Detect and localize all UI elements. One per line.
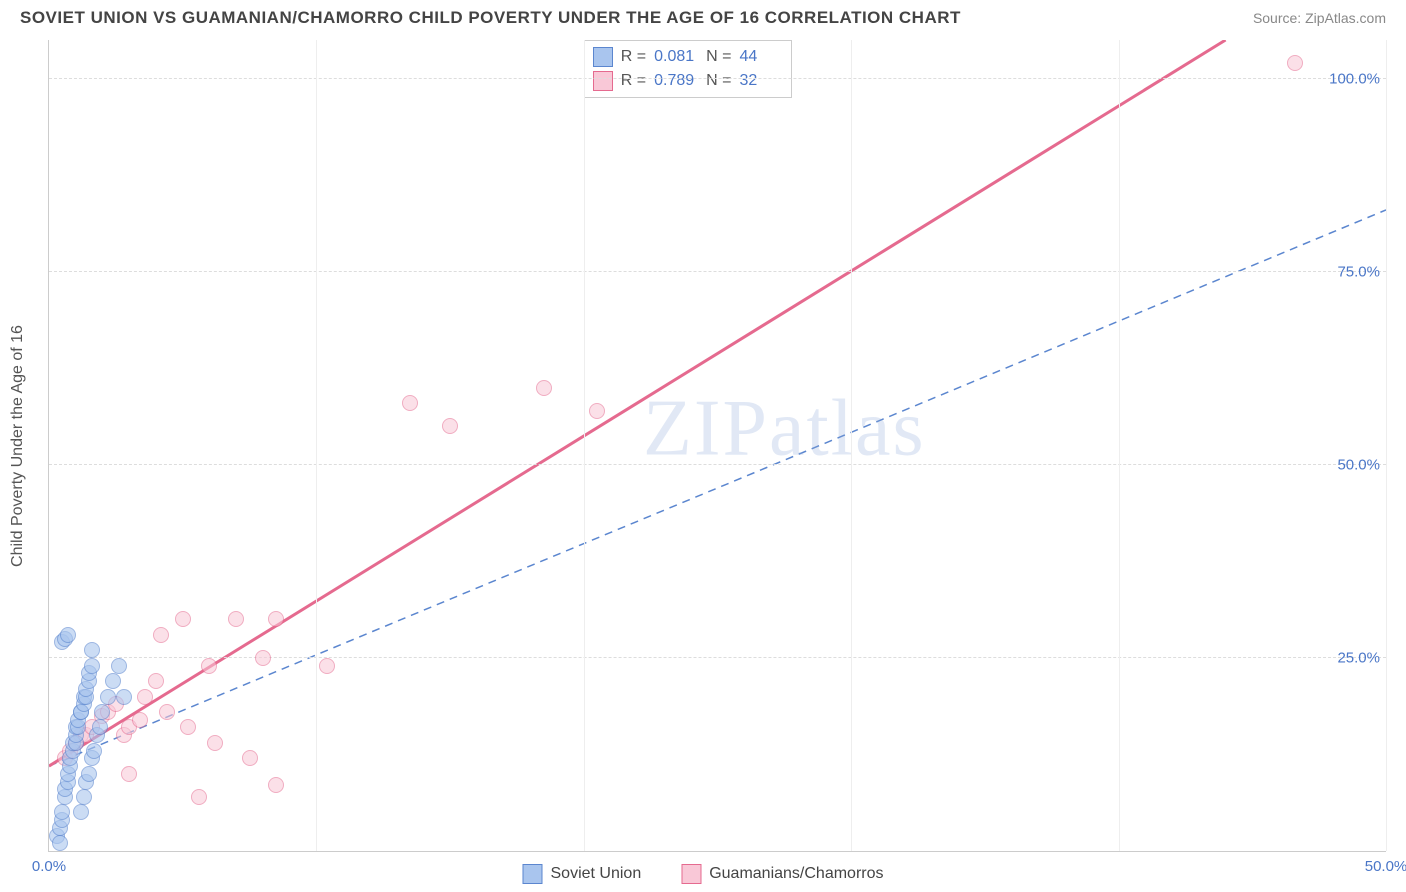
scatter-point xyxy=(207,735,223,751)
watermark: ZIPatlas xyxy=(643,384,926,475)
gridline-h xyxy=(49,271,1386,272)
scatter-point xyxy=(242,750,258,766)
legend-item-soviet: Soviet Union xyxy=(522,864,641,884)
r-value: 0.789 xyxy=(654,72,698,90)
x-tick-label: 0.0% xyxy=(32,858,66,875)
scatter-point xyxy=(180,719,196,735)
scatter-point xyxy=(81,766,97,782)
gridline-h xyxy=(49,464,1386,465)
source-name: ZipAtlas.com xyxy=(1305,10,1386,26)
scatter-point xyxy=(1287,55,1303,71)
scatter-point xyxy=(536,380,552,396)
scatter-point xyxy=(153,627,169,643)
x-tick-label: 50.0% xyxy=(1365,858,1406,875)
r-value: 0.081 xyxy=(654,48,698,66)
scatter-point xyxy=(105,673,121,689)
scatter-point xyxy=(73,804,89,820)
source-citation: Source: ZipAtlas.com xyxy=(1253,10,1386,26)
scatter-point xyxy=(402,395,418,411)
y-tick-label: 25.0% xyxy=(1337,649,1380,666)
n-value: 44 xyxy=(739,48,783,66)
scatter-point xyxy=(121,766,137,782)
scatter-point xyxy=(54,804,70,820)
scatter-point xyxy=(86,743,102,759)
plot-wrap: ZIPatlas R = 0.081 N = 44 R = 0.789 N = … xyxy=(48,40,1386,852)
scatter-point xyxy=(111,658,127,674)
swatch-icon xyxy=(593,47,613,67)
title-bar: SOVIET UNION VS GUAMANIAN/CHAMORRO CHILD… xyxy=(0,0,1406,34)
scatter-point xyxy=(255,650,271,666)
n-value: 32 xyxy=(739,72,783,90)
corr-row-soviet: R = 0.081 N = 44 xyxy=(593,45,784,69)
scatter-point xyxy=(175,611,191,627)
scatter-point xyxy=(589,403,605,419)
gridline-v xyxy=(851,40,852,851)
scatter-point xyxy=(94,704,110,720)
scatter-point xyxy=(268,777,284,793)
legend-item-guam: Guamanians/Chamorros xyxy=(681,864,883,884)
source-label: Source: xyxy=(1253,10,1305,26)
gridline-v xyxy=(1386,40,1387,851)
scatter-point xyxy=(228,611,244,627)
gridline-v xyxy=(316,40,317,851)
scatter-point xyxy=(442,418,458,434)
gridline-v xyxy=(1119,40,1120,851)
y-tick-label: 50.0% xyxy=(1337,456,1380,473)
scatter-point xyxy=(92,719,108,735)
scatter-plot: ZIPatlas R = 0.081 N = 44 R = 0.789 N = … xyxy=(48,40,1386,852)
scatter-point xyxy=(60,627,76,643)
trendline xyxy=(49,210,1386,766)
scatter-point xyxy=(84,642,100,658)
chart-title: SOVIET UNION VS GUAMANIAN/CHAMORRO CHILD… xyxy=(20,8,961,28)
legend-label: Soviet Union xyxy=(550,865,641,883)
scatter-point xyxy=(76,789,92,805)
y-axis-label: Child Poverty Under the Age of 16 xyxy=(9,325,27,567)
watermark-zip: ZIP xyxy=(643,385,769,473)
legend-label: Guamanians/Chamorros xyxy=(709,865,883,883)
scatter-point xyxy=(201,658,217,674)
gridline-h xyxy=(49,78,1386,79)
trend-lines-svg xyxy=(49,40,1386,851)
scatter-point xyxy=(52,835,68,851)
r-label: R = xyxy=(621,72,646,90)
watermark-atlas: atlas xyxy=(769,385,926,473)
y-tick-label: 75.0% xyxy=(1337,263,1380,280)
gridline-v xyxy=(584,40,585,851)
n-label: N = xyxy=(706,48,731,66)
scatter-point xyxy=(319,658,335,674)
scatter-point xyxy=(116,689,132,705)
n-label: N = xyxy=(706,72,731,90)
scatter-point xyxy=(84,658,100,674)
scatter-point xyxy=(148,673,164,689)
swatch-icon xyxy=(681,864,701,884)
swatch-icon xyxy=(593,71,613,91)
gridline-h xyxy=(49,657,1386,658)
scatter-point xyxy=(268,611,284,627)
corr-row-guam: R = 0.789 N = 32 xyxy=(593,69,784,93)
scatter-point xyxy=(100,689,116,705)
series-legend: Soviet Union Guamanians/Chamorros xyxy=(522,864,883,884)
correlation-legend: R = 0.081 N = 44 R = 0.789 N = 32 xyxy=(584,40,793,98)
swatch-icon xyxy=(522,864,542,884)
r-label: R = xyxy=(621,48,646,66)
scatter-point xyxy=(132,712,148,728)
scatter-point xyxy=(159,704,175,720)
y-tick-label: 100.0% xyxy=(1329,70,1380,87)
scatter-point xyxy=(191,789,207,805)
scatter-point xyxy=(137,689,153,705)
